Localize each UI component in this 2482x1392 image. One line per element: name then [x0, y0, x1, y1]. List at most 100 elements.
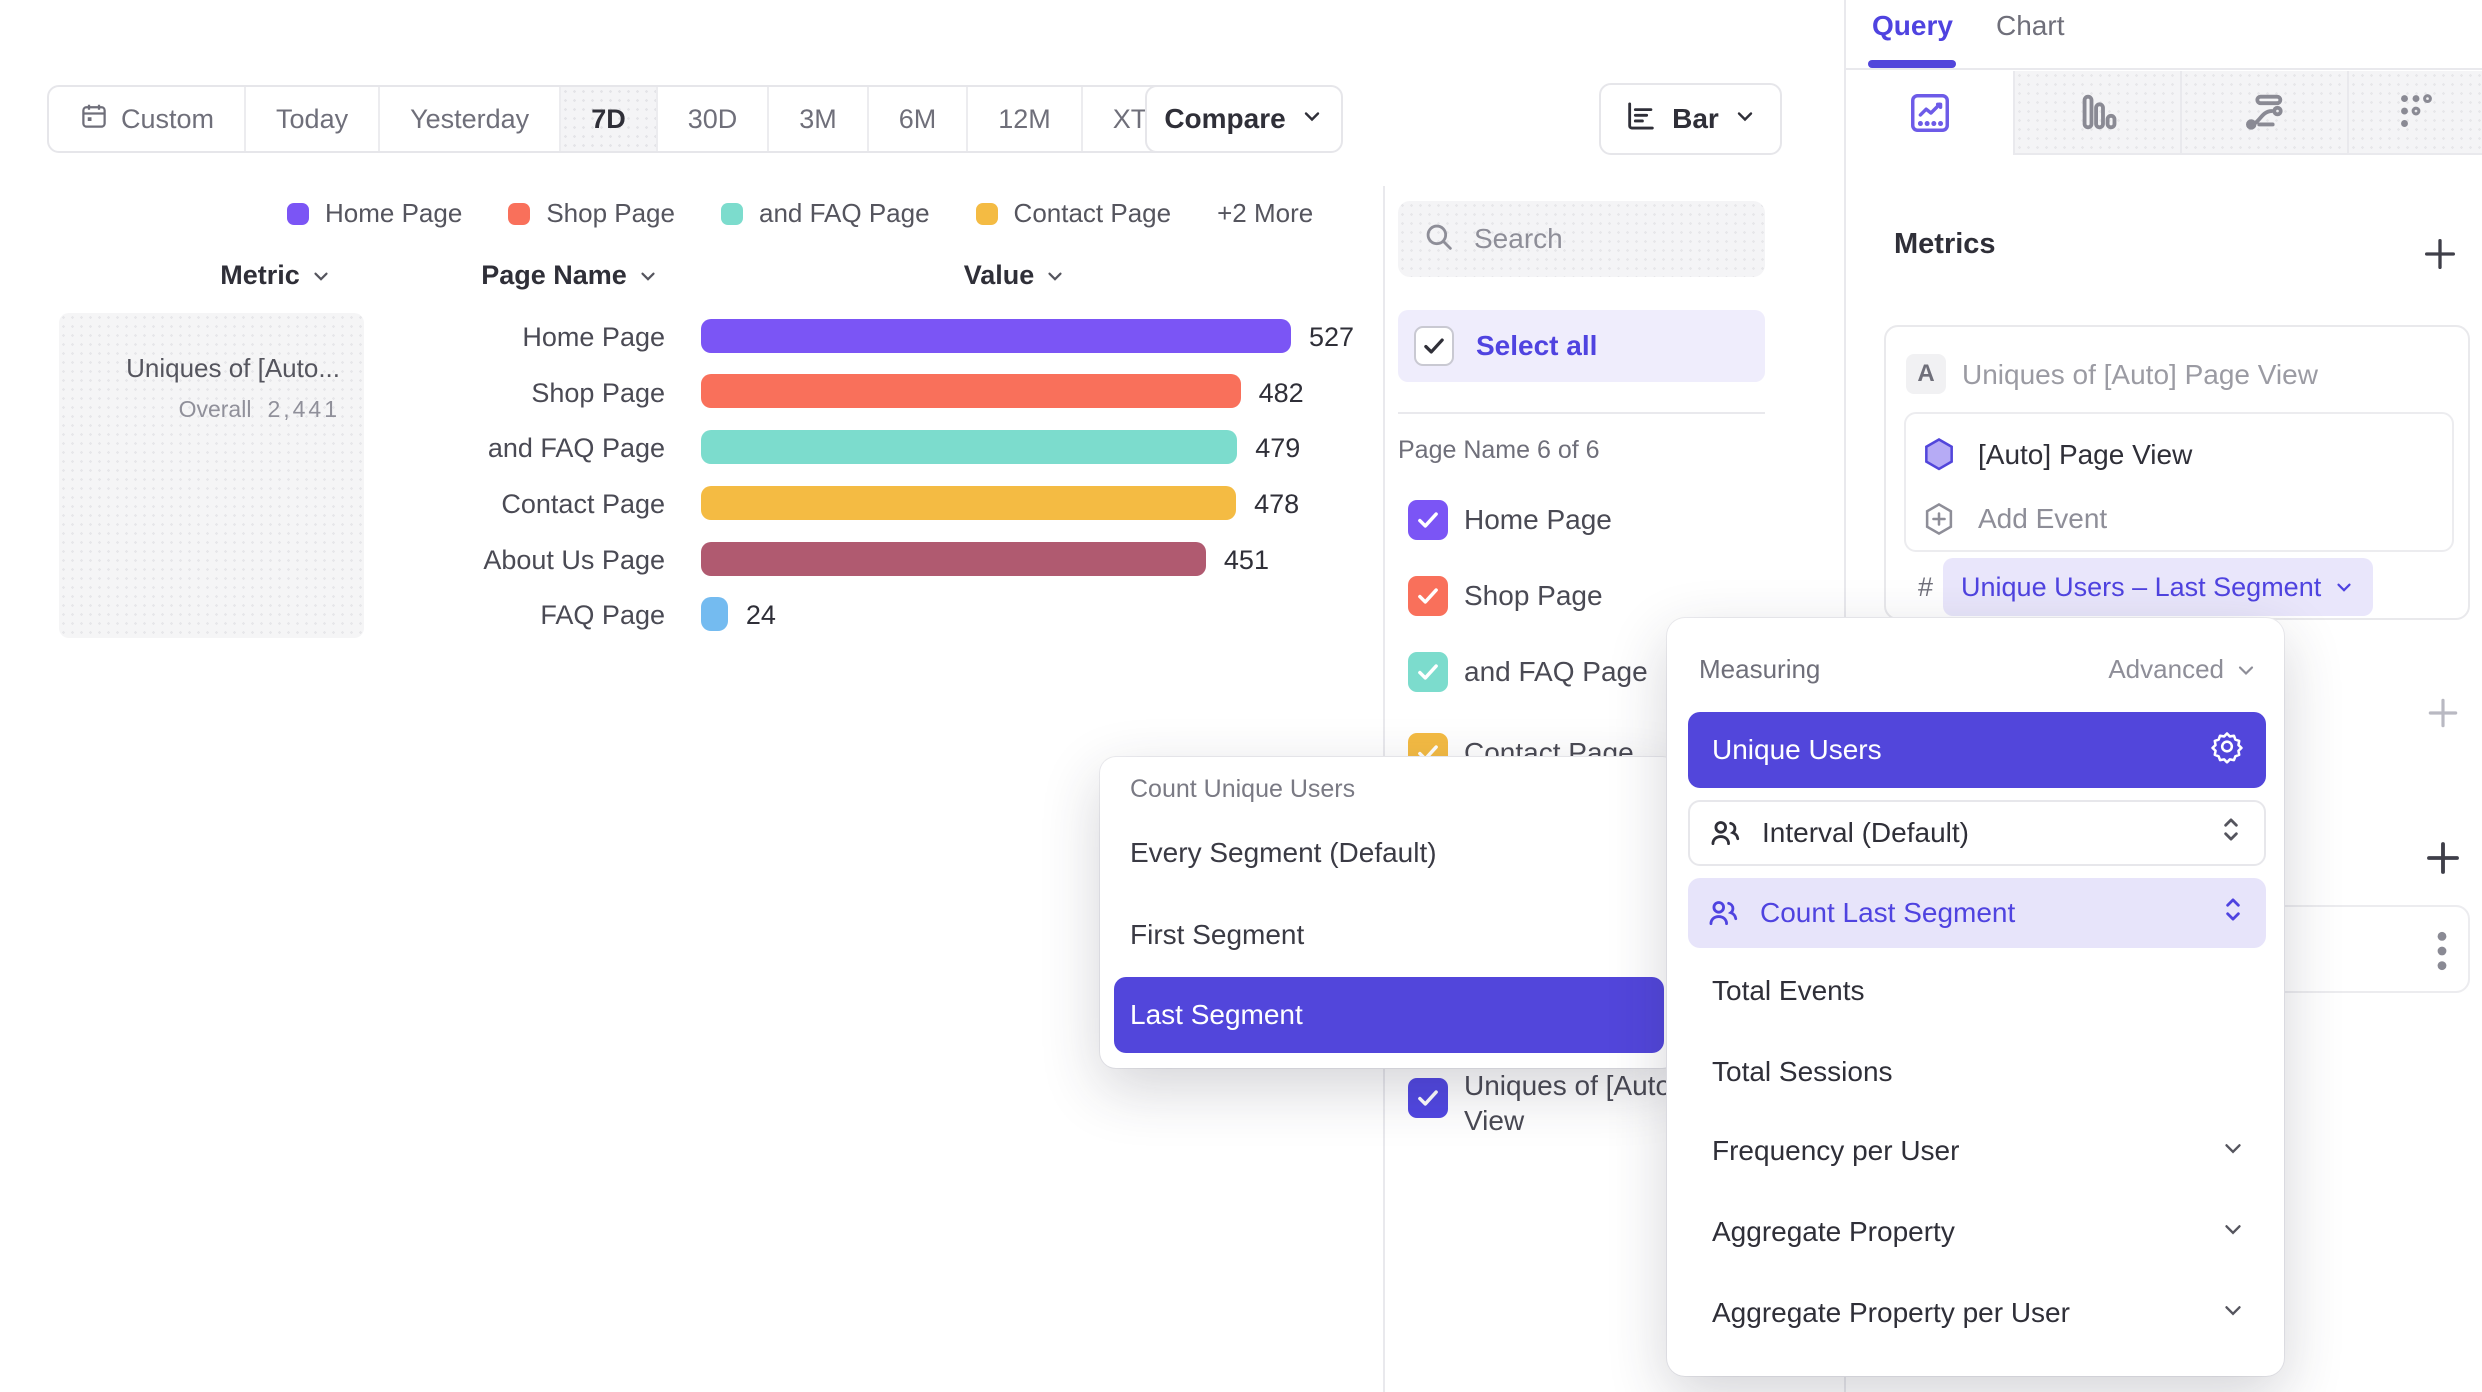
row-label: FAQ Page — [540, 600, 665, 630]
metric-card-title[interactable]: Uniques of [Auto] Page View — [1962, 359, 2318, 390]
legend-item[interactable]: Shop Page — [508, 198, 675, 229]
measuring-option-aggregate-property[interactable]: Aggregate Property — [1712, 1216, 1955, 1247]
legend-item[interactable]: Contact Page — [975, 198, 1171, 229]
search-input[interactable]: Search — [1398, 201, 1765, 277]
bar-value: 478 — [1254, 489, 1300, 519]
chevron-down-icon[interactable] — [2220, 1216, 2246, 1247]
compare-button[interactable]: Compare — [1145, 85, 1343, 153]
divider — [1398, 412, 1765, 414]
menu-item-last-segment-selected[interactable]: Last Segment — [1114, 977, 1664, 1053]
chart-legend: Home Page Shop Page and FAQ Page Contact… — [287, 198, 1313, 229]
flow-chart-icon — [2245, 94, 2283, 130]
measuring-option-interval[interactable]: Interval (Default) — [1688, 800, 2266, 866]
event-name: [Auto] Page View — [1978, 439, 2193, 470]
checkbox-checked[interactable] — [1408, 652, 1448, 692]
date-range-30d[interactable]: 30D — [658, 87, 770, 151]
menu-item-every-segment[interactable]: Every Segment (Default) — [1130, 837, 1437, 868]
date-range-label: Custom — [121, 103, 215, 134]
metric-cell-title: Uniques of [Auto... — [126, 353, 340, 383]
advanced-toggle[interactable]: Advanced — [2108, 654, 2258, 685]
aggregation-pill[interactable]: Unique Users – Last Segment — [1943, 558, 2374, 616]
legend-item[interactable]: Home Page — [287, 198, 462, 229]
date-range-label: 30D — [687, 103, 738, 134]
select-all-checkbox[interactable] — [1414, 326, 1454, 366]
dropdown-title: Count Unique Users — [1130, 775, 1356, 803]
legend-item[interactable]: and FAQ Page — [720, 198, 930, 229]
date-range-today[interactable]: Today — [246, 87, 381, 151]
checkbox-checked[interactable] — [1408, 500, 1448, 540]
chevron-down-icon — [1733, 103, 1757, 135]
measuring-option-unique-users-selected[interactable]: Unique Users — [1688, 712, 2266, 788]
select-all-row[interactable]: Select all — [1398, 310, 1765, 382]
checkbox-checked[interactable] — [1408, 576, 1448, 616]
metric-cell[interactable]: Uniques of [Auto... Overall 2,441 — [59, 313, 364, 638]
kebab-menu-icon — [2437, 931, 2447, 971]
date-range-7d[interactable]: 7D — [561, 87, 658, 151]
more-options-button[interactable] — [2434, 929, 2450, 978]
hash-icon: # — [1918, 571, 1934, 602]
filter-item-label: Home Page — [1464, 504, 1612, 535]
measuring-option-total-sessions[interactable]: Total Sessions — [1712, 1056, 1893, 1087]
bar-faq-page[interactable] — [701, 597, 728, 631]
tab-chart[interactable]: Chart — [1996, 10, 2065, 41]
plus-icon — [2425, 239, 2455, 269]
advanced-label: Advanced — [2108, 654, 2224, 684]
chevron-down-icon[interactable] — [2220, 1297, 2246, 1328]
measuring-option-total-events[interactable]: Total Events — [1712, 975, 1865, 1006]
bar-contact-page[interactable] — [701, 486, 1237, 520]
chart-type-button[interactable]: Bar — [1599, 83, 1782, 155]
row-label: About Us Page — [483, 545, 665, 575]
measuring-option-frequency-per-user[interactable]: Frequency per User — [1712, 1135, 1960, 1166]
date-range-label: 6M — [898, 103, 937, 134]
filter-item-label: and FAQ Page — [1464, 656, 1648, 687]
filter-item-shop-page[interactable]: Shop Page — [1408, 576, 1603, 616]
count-unique-users-dropdown: Count Unique Users Every Segment (Defaul… — [1100, 757, 1678, 1068]
search-placeholder: Search — [1474, 223, 1563, 254]
row-label: Home Page — [522, 322, 665, 352]
add-metric-button[interactable] — [2420, 234, 2460, 279]
stepper-icon[interactable] — [2220, 895, 2246, 932]
date-range-label: Today — [276, 103, 349, 134]
bar-about-us-page[interactable] — [701, 542, 1206, 576]
add-filter-button[interactable] — [2424, 694, 2462, 737]
legend-swatch — [720, 202, 743, 225]
menu-item-label: Unique Users — [1712, 734, 1882, 765]
chart-type-tab-flow[interactable] — [2180, 71, 2347, 155]
line-chart-icon — [1910, 94, 1949, 132]
date-range-yesterday[interactable]: Yesterday — [380, 87, 562, 151]
chevron-down-icon[interactable] — [2220, 1135, 2246, 1166]
date-range-3m[interactable]: 3M — [769, 87, 869, 151]
date-range-custom[interactable]: Custom — [49, 87, 247, 151]
legend-more[interactable]: +2 More — [1217, 198, 1314, 228]
legend-swatch — [287, 202, 309, 225]
measuring-option-count-last-segment[interactable]: Count Last Segment — [1688, 878, 2266, 948]
filter-item-and-faq-page[interactable]: and FAQ Page — [1408, 652, 1648, 692]
bar-home-page[interactable] — [701, 319, 1291, 353]
add-breakdown-button[interactable] — [2422, 837, 2464, 884]
date-range-12m[interactable]: 12M — [968, 87, 1083, 151]
column-header-page-name[interactable]: Page Name — [470, 260, 670, 291]
menu-item-first-segment[interactable]: First Segment — [1130, 919, 1305, 950]
chart-type-tab-line-active[interactable] — [1846, 71, 2013, 155]
tab-query[interactable]: Query — [1872, 10, 1953, 41]
stepper-icon[interactable] — [2218, 815, 2244, 852]
column-header-value[interactable]: Value — [920, 260, 1110, 291]
gear-icon[interactable] — [2210, 730, 2244, 771]
column-header-label: Metric — [220, 260, 300, 290]
chart-type-tab-bar[interactable] — [2013, 71, 2180, 155]
add-event-row[interactable]: Add Event — [1920, 500, 2107, 538]
divider — [1846, 68, 2482, 70]
event-row[interactable]: [Auto] Page View — [1920, 436, 2192, 474]
filter-item-home-page[interactable]: Home Page — [1408, 500, 1612, 540]
checkbox-checked[interactable] — [1408, 1078, 1448, 1118]
menu-item-label: Count Last Segment — [1760, 897, 2016, 928]
bar-shop-page[interactable] — [701, 374, 1241, 408]
legend-swatch — [975, 202, 998, 225]
bar-and-faq-page[interactable] — [701, 430, 1238, 464]
measuring-option-aggregate-property-per-user[interactable]: Aggregate Property per User — [1712, 1297, 2070, 1328]
plus-icon — [2427, 842, 2459, 874]
column-header-metric[interactable]: Metric — [176, 260, 376, 291]
date-range-6m[interactable]: 6M — [869, 87, 969, 151]
chart-type-tab-retention[interactable] — [2347, 71, 2482, 155]
horizontal-bar-chart-icon — [1624, 99, 1658, 140]
